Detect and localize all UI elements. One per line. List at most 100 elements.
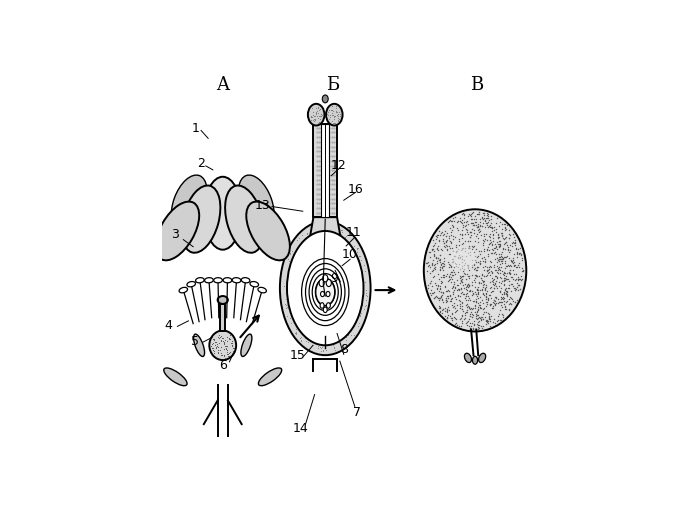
Point bbox=[469, 247, 480, 255]
Point bbox=[473, 247, 484, 255]
Point bbox=[338, 321, 349, 329]
Text: Б: Б bbox=[326, 76, 340, 94]
Point bbox=[447, 282, 458, 290]
Point bbox=[510, 244, 522, 252]
Point bbox=[491, 284, 502, 292]
Point bbox=[480, 234, 491, 243]
Ellipse shape bbox=[182, 185, 220, 253]
Point bbox=[468, 219, 479, 227]
Point bbox=[508, 259, 519, 267]
Point bbox=[513, 250, 524, 258]
Point bbox=[470, 215, 482, 223]
Point bbox=[337, 343, 348, 351]
Point bbox=[495, 306, 506, 314]
Point bbox=[457, 302, 468, 310]
Point bbox=[425, 279, 436, 287]
Point bbox=[289, 281, 300, 289]
Point bbox=[477, 315, 489, 324]
Point bbox=[330, 107, 342, 115]
Point bbox=[495, 287, 506, 295]
Point bbox=[430, 235, 442, 243]
Point bbox=[461, 217, 472, 225]
Point bbox=[290, 285, 301, 293]
Point bbox=[457, 272, 468, 281]
Point bbox=[440, 231, 452, 240]
Ellipse shape bbox=[241, 334, 252, 356]
Point bbox=[508, 282, 519, 290]
Point bbox=[496, 303, 507, 311]
Point bbox=[484, 262, 496, 270]
Point bbox=[213, 333, 224, 341]
Point bbox=[459, 247, 470, 255]
Point bbox=[461, 289, 472, 297]
Point bbox=[472, 318, 483, 327]
Point bbox=[452, 253, 463, 261]
Point bbox=[282, 254, 293, 263]
Point bbox=[335, 232, 346, 240]
Point bbox=[469, 226, 480, 234]
Point bbox=[473, 228, 484, 236]
Ellipse shape bbox=[155, 202, 200, 260]
Point bbox=[281, 289, 292, 297]
Point bbox=[449, 304, 461, 312]
Point bbox=[218, 352, 230, 360]
Point bbox=[309, 332, 320, 340]
Point bbox=[215, 351, 226, 359]
Point bbox=[346, 303, 358, 311]
Point bbox=[288, 260, 299, 268]
Point bbox=[497, 310, 508, 318]
Point bbox=[500, 223, 511, 231]
Point bbox=[440, 237, 452, 245]
Point bbox=[337, 333, 348, 341]
Text: 10: 10 bbox=[342, 248, 358, 261]
Point bbox=[306, 237, 317, 245]
Point bbox=[329, 314, 340, 322]
Point bbox=[504, 266, 515, 274]
Point bbox=[508, 297, 519, 305]
Point bbox=[489, 300, 500, 308]
Point bbox=[473, 225, 484, 233]
Point bbox=[221, 343, 232, 351]
Point bbox=[512, 286, 524, 294]
Point bbox=[464, 251, 475, 260]
Point bbox=[443, 234, 454, 242]
Point bbox=[295, 328, 306, 336]
Point bbox=[290, 302, 301, 310]
Point bbox=[457, 221, 468, 229]
Point bbox=[319, 289, 330, 297]
Point bbox=[473, 289, 484, 297]
Point bbox=[422, 262, 433, 270]
Point bbox=[498, 290, 510, 298]
Point bbox=[508, 266, 519, 274]
Point bbox=[344, 252, 356, 260]
Point bbox=[510, 238, 521, 246]
Point bbox=[473, 323, 484, 331]
Point bbox=[304, 301, 315, 309]
Point bbox=[454, 272, 466, 280]
Point bbox=[337, 312, 348, 320]
Point bbox=[440, 312, 451, 320]
Point bbox=[284, 279, 295, 287]
Point bbox=[337, 280, 348, 288]
Point bbox=[303, 333, 314, 342]
Point bbox=[435, 229, 447, 237]
Point bbox=[499, 276, 510, 284]
Point bbox=[425, 253, 436, 261]
Point bbox=[452, 285, 463, 293]
Point bbox=[511, 253, 522, 262]
Point bbox=[494, 222, 505, 230]
Point bbox=[430, 232, 441, 241]
Point bbox=[480, 308, 491, 316]
Point bbox=[470, 270, 481, 279]
Point bbox=[309, 115, 321, 123]
Point bbox=[344, 269, 355, 277]
Point bbox=[330, 272, 341, 280]
Point bbox=[450, 248, 461, 257]
Point bbox=[349, 259, 360, 267]
Point bbox=[486, 223, 498, 231]
Point bbox=[429, 279, 440, 287]
Point bbox=[466, 305, 477, 313]
Point bbox=[444, 216, 456, 224]
Point bbox=[454, 253, 466, 262]
Point bbox=[445, 296, 456, 305]
